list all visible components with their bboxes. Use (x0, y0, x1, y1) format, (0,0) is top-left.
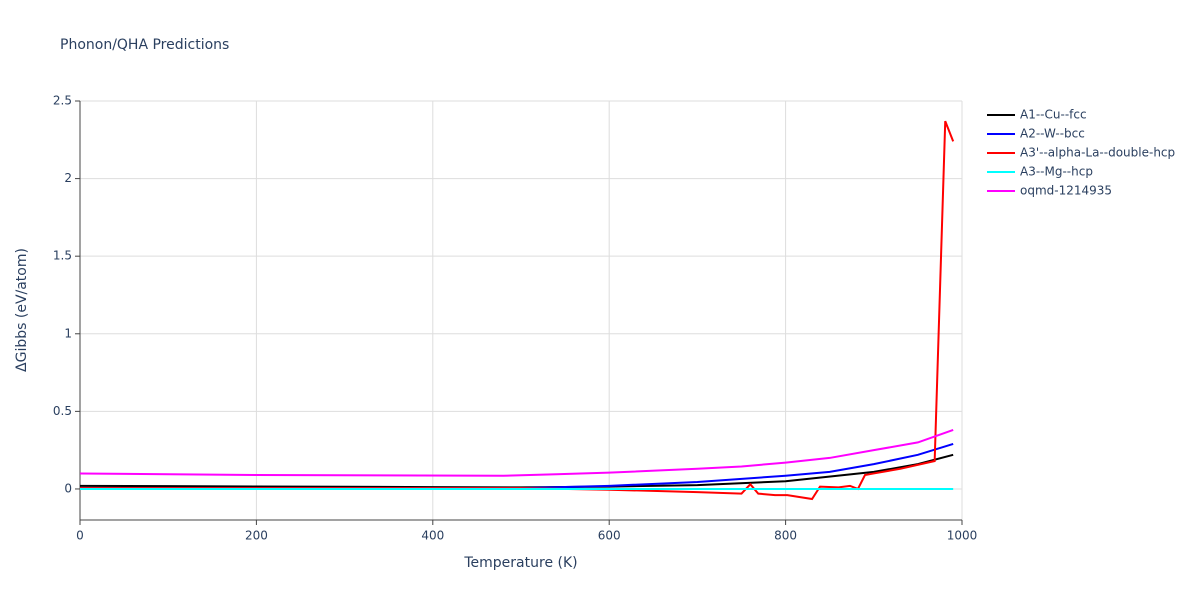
line (80, 120, 955, 501)
line (80, 443, 954, 490)
x-tick-label: 600 (598, 529, 621, 543)
x-tick-label: 200 (245, 529, 268, 543)
x-tick-label: 1000 (947, 529, 978, 543)
legend-label: A2--W--bcc (1020, 127, 1085, 141)
y-axis-title: ΔGibbs (eV/atom) (14, 248, 30, 372)
y-tick-label: 1.5 (53, 249, 72, 263)
y-tick-label: 2 (64, 171, 72, 185)
x-tick-label: 400 (421, 529, 444, 543)
legend-label: A1--Cu--fcc (1020, 108, 1087, 122)
legend-label: A3'--alpha-La--double-hcp (1020, 146, 1175, 160)
x-tick-label: 800 (774, 529, 797, 543)
x-axis-title: Temperature (K) (463, 555, 577, 571)
line (79, 429, 954, 477)
y-tick-label: 2.5 (53, 94, 72, 108)
chart-title: Phonon/QHA Predictions (60, 37, 229, 53)
y-tick-label: 0 (64, 481, 72, 495)
y-tick-label: 0.5 (53, 404, 72, 418)
x-tick-label: 0 (76, 529, 84, 543)
legend-label: A3--Mg--hcp (1020, 165, 1093, 179)
y-tick-label: 1 (64, 326, 72, 340)
legend-label: oqmd-1214935 (1020, 184, 1112, 198)
